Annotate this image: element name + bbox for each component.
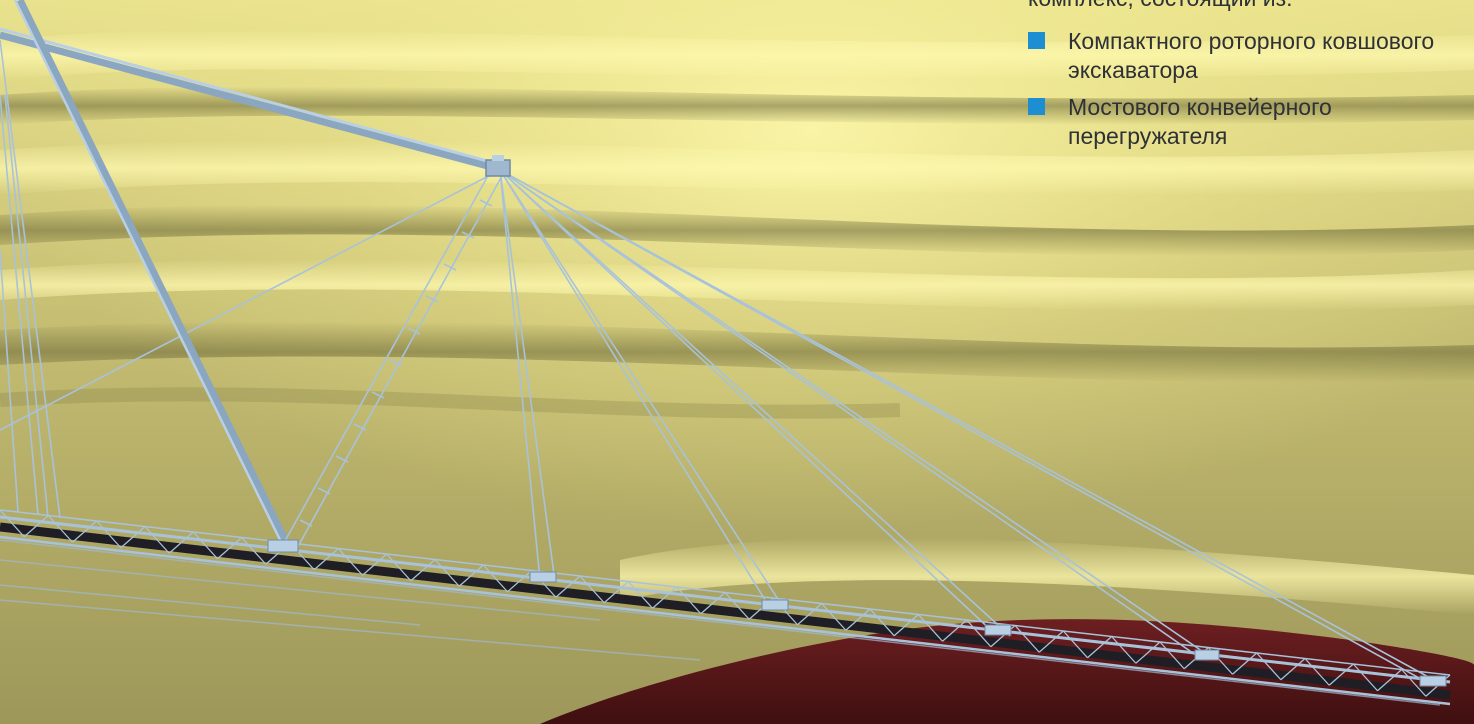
truss-member [579,575,605,604]
truss-member [652,586,678,609]
truss-member [386,553,412,582]
truss-member [1111,636,1137,664]
truss-member [482,564,508,593]
list-item-label: Мостового конвейерного перегружателя [1068,94,1332,149]
text-panel: комплекс, состоящий из: Компактного рото… [1028,0,1448,159]
component-list: Компактного роторного ковшового экскават… [1028,27,1448,151]
truss-member [724,592,750,620]
truss-member [1256,652,1282,681]
truss-member [676,586,702,615]
main-boom [0,0,496,552]
truss-member [893,614,919,637]
truss-member [72,520,98,543]
truss-member [1377,669,1403,692]
truss-member [917,614,943,642]
stay-cables [0,169,1446,687]
truss-member [1328,663,1354,686]
truss-member [1087,636,1113,659]
truss-member [313,548,339,571]
truss-member [362,553,388,576]
truss-member [1352,663,1378,692]
truss-member [458,564,484,587]
truss-member [120,526,146,549]
truss-member [821,603,847,631]
truss-member [966,619,992,648]
truss-member [47,515,73,543]
intro-text: комплекс, состоящий из: [1028,0,1448,13]
square-bullet-icon [1028,32,1045,49]
truss-member [1135,641,1161,664]
truss-member [845,608,871,631]
truss-member [168,531,194,554]
lattice-mast [279,171,504,553]
truss-member [1401,669,1427,697]
truss-member [1038,630,1064,653]
truss-member [144,526,170,554]
list-item-label: Компактного роторного ковшового экскават… [1068,28,1435,83]
truss-member [700,592,726,615]
truss-member [23,515,49,538]
truss-member [337,548,363,576]
truss-member [627,581,653,609]
pylon-head [485,155,511,177]
truss-member [0,509,25,538]
truss-member [192,531,218,560]
truss-member [1304,658,1330,686]
truss-member [797,603,823,626]
square-bullet-icon [1028,98,1045,115]
truss-member [1159,641,1185,670]
truss-member [1062,630,1088,659]
list-item: Мостового конвейерного перегружателя [1028,93,1448,151]
left-supports [0,39,61,519]
truss-member [1014,625,1040,653]
lower-guide-lines [0,539,1441,706]
truss-member [869,608,895,637]
truss-member [603,581,629,604]
dune-ridges [0,30,1474,615]
truss-member [1280,658,1306,681]
red-ground [540,619,1474,724]
truss-member [434,559,460,587]
truss-member [217,537,243,560]
truss-member [507,570,533,593]
truss-member [410,559,436,582]
truss-member [942,619,968,642]
truss-member [96,520,122,549]
truss-member [555,575,581,598]
list-item: Компактного роторного ковшового экскават… [1028,27,1448,85]
conveyor-nodes [267,539,1447,687]
truss-member [1232,652,1258,675]
truss-member [241,537,267,565]
